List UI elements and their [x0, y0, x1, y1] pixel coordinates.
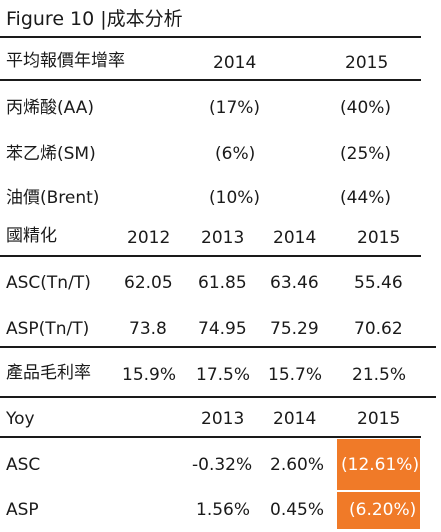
table-row-label: ASP(Tn/T) — [6, 319, 90, 339]
section2-col-2013: 2013 — [201, 228, 245, 248]
margin-row-label: 產品毛利率 — [6, 363, 91, 383]
table-cell: 55.46 — [354, 273, 403, 293]
table-row-label: 苯乙烯(SM) — [6, 144, 96, 164]
table-cell: 74.95 — [198, 319, 247, 339]
table-cell: -0.32% — [192, 455, 253, 475]
margin-bottom-rule — [0, 396, 436, 398]
section1-col-2014: 2014 — [213, 53, 257, 73]
highlight-cell-bg — [337, 492, 420, 529]
table-cell: 15.9% — [122, 365, 177, 385]
section1-header-label: 平均報價年增率 — [6, 51, 125, 71]
section2-col-2014: 2014 — [273, 228, 317, 248]
table-row-label: ASP — [6, 500, 39, 520]
page-title: Figure 10 |成本分析 — [6, 8, 183, 30]
table-cell: 0.45% — [270, 500, 325, 520]
table-cell: 17.5% — [196, 365, 251, 385]
table-cell-highlight: (12.61%) — [341, 455, 420, 475]
table-cell: (40%) — [340, 98, 392, 118]
section2-header-label: 國精化 — [6, 226, 57, 246]
highlight-cell-bg — [337, 439, 420, 490]
table-cell: 2.60% — [270, 455, 325, 475]
table-cell: 61.85 — [198, 273, 247, 293]
section2-header-rule — [0, 255, 421, 257]
table-cell: (25%) — [340, 144, 392, 164]
table-cell: 62.05 — [124, 273, 173, 293]
table-cell: 15.7% — [268, 365, 323, 385]
table-cell: 75.29 — [270, 319, 319, 339]
margin-rule — [0, 346, 436, 348]
section3-col-2014: 2014 — [273, 409, 317, 429]
section3-header-rule — [0, 436, 421, 438]
section3-col-2015: 2015 — [357, 409, 401, 429]
section3-col-2013: 2013 — [201, 409, 245, 429]
table-cell: 70.62 — [354, 319, 403, 339]
table-row-label: 油價(Brent) — [6, 188, 100, 208]
table-cell: (17%) — [209, 98, 261, 118]
section2-col-2012: 2012 — [127, 228, 171, 248]
table-row-label: ASC(Tn/T) — [6, 273, 91, 293]
table-cell: (44%) — [340, 188, 392, 208]
table-cell: 63.46 — [270, 273, 319, 293]
table-cell: 73.8 — [129, 319, 167, 339]
table-row-label: ASC — [6, 455, 41, 475]
table-cell: (6%) — [215, 144, 256, 164]
section1-header-rule — [0, 79, 421, 81]
section1-col-2015: 2015 — [345, 53, 389, 73]
section3-header-label: Yoy — [6, 409, 35, 429]
table-cell: 21.5% — [352, 365, 407, 385]
title-rule — [0, 36, 421, 38]
section2-col-2015: 2015 — [357, 228, 401, 248]
table-cell: 1.56% — [196, 500, 251, 520]
table-cell: (10%) — [209, 188, 261, 208]
table-row-label: 丙烯酸(AA) — [6, 98, 94, 118]
table-cell-highlight: (6.20%) — [349, 500, 417, 520]
